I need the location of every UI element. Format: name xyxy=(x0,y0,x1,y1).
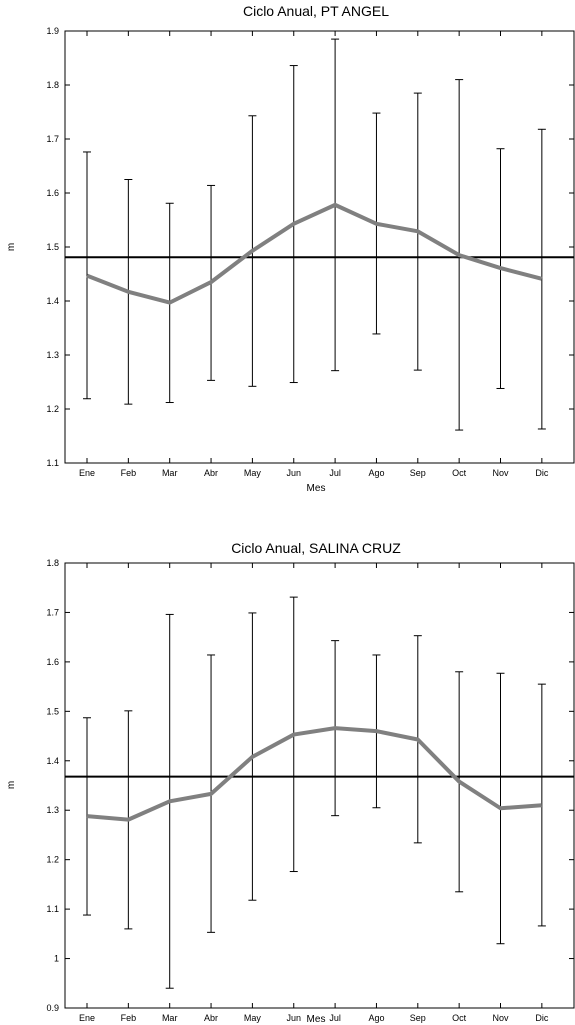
x-tick-label: Ago xyxy=(368,1013,384,1023)
x-tick-label: Jun xyxy=(286,468,301,478)
chart-title: Ciclo Anual, PT ANGEL xyxy=(243,3,389,19)
y-tick-label: 1.4 xyxy=(46,756,59,766)
y-tick-label: 1.1 xyxy=(46,458,59,468)
y-axis-label: m xyxy=(6,243,17,251)
plot-frame xyxy=(64,562,575,1009)
x-tick-label: Jul xyxy=(329,468,341,478)
y-axis-label: m xyxy=(6,781,17,789)
x-tick-label: Feb xyxy=(121,468,137,478)
x-tick-label: Dic xyxy=(535,1013,548,1023)
y-tick-label: 1.9 xyxy=(46,26,59,36)
series-line xyxy=(86,202,543,305)
x-tick-label: Abr xyxy=(204,1013,218,1023)
x-tick-label: Jun xyxy=(286,1013,301,1023)
x-tick-label: Mar xyxy=(162,1013,178,1023)
x-tick-label: Ago xyxy=(368,468,384,478)
y-tick-label: 1.5 xyxy=(46,706,59,716)
y-tick-label: 0.9 xyxy=(46,1003,59,1013)
x-tick-label: Nov xyxy=(492,468,509,478)
y-tick-label: 1 xyxy=(54,954,59,964)
x-tick-label: Ene xyxy=(79,1013,95,1023)
y-tick-label: 1.6 xyxy=(46,657,59,667)
x-tick-label: May xyxy=(244,1013,262,1023)
y-tick-label: 1.1 xyxy=(46,904,59,914)
error-bar xyxy=(537,683,546,927)
chart-salina-cruz: Ciclo Anual, SALINA CRUZ 0.9 1 1.1 1.2 1.3 1.… xyxy=(6,540,575,1025)
x-tick-label: Oct xyxy=(452,468,467,478)
plot-frame xyxy=(64,30,575,464)
x-tick-label: Sep xyxy=(410,1013,426,1023)
y-tick-label: 1.4 xyxy=(46,296,59,306)
x-tick-label: Nov xyxy=(492,1013,509,1023)
x-tick-label: Sep xyxy=(410,468,426,478)
series-line xyxy=(86,726,542,822)
chart-pt-angel: Ciclo Anual, PT ANGEL 1.1 1.2 1.3 1.4 1.5 1.6… xyxy=(6,3,575,494)
x-ticks: Ene Feb Mar Abr May Jun Jul Ago Sep Oct Nov Dic xyxy=(79,563,549,1023)
x-tick-label: Jul xyxy=(329,1013,341,1023)
x-axis-label: Mes xyxy=(307,483,326,494)
y-tick-label: 1.2 xyxy=(46,855,59,865)
x-tick-label: Oct xyxy=(452,1013,467,1023)
y-ticks: 0.9 1 1.1 1.2 1.3 1.4 1.5 1.6 1.7 1.8 xyxy=(46,558,574,1013)
x-axis-label: Mes xyxy=(307,1014,326,1025)
y-tick-label: 1.7 xyxy=(46,607,59,617)
y-tick-label: 1.8 xyxy=(46,80,59,90)
x-tick-label: Ene xyxy=(79,468,95,478)
y-tick-label: 1.5 xyxy=(46,242,59,252)
y-tick-label: 1.8 xyxy=(46,558,59,568)
y-tick-label: 1.3 xyxy=(46,805,59,815)
x-tick-label: May xyxy=(244,468,262,478)
chart-title: Ciclo Anual, SALINA CRUZ xyxy=(231,540,401,556)
x-tick-label: Mar xyxy=(162,468,178,478)
error-bars xyxy=(83,38,546,431)
y-tick-label: 1.2 xyxy=(46,404,59,414)
x-tick-label: Feb xyxy=(121,1013,137,1023)
y-tick-label: 1.7 xyxy=(46,134,59,144)
y-ticks: 1.1 1.2 1.3 1.4 1.5 1.6 1.7 1.8 1.9 xyxy=(46,26,574,468)
y-tick-label: 1.3 xyxy=(46,350,59,360)
x-ticks: Ene Feb Mar Abr May Jun Jul Ago Sep Oct Nov Dic xyxy=(79,31,549,478)
x-tick-label: Abr xyxy=(204,468,218,478)
error-bar xyxy=(537,128,546,430)
y-tick-label: 1.6 xyxy=(46,188,59,198)
error-bar xyxy=(83,151,91,400)
x-tick-label: Dic xyxy=(535,468,548,478)
